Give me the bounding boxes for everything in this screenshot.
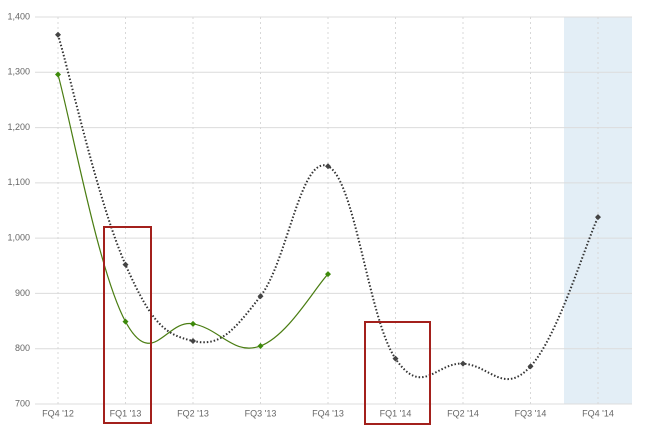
y-tick-label: 1,000	[7, 233, 30, 243]
point	[257, 293, 264, 300]
y-tick-label: 900	[15, 288, 30, 298]
x-tick-label: FQ4 '12	[42, 408, 74, 418]
point	[257, 342, 264, 349]
point	[325, 163, 331, 170]
x-tick-label: FQ3 '14	[515, 408, 547, 418]
x-tick-label: FQ3 '13	[245, 408, 277, 418]
y-tick-label: 1,100	[7, 177, 30, 187]
point	[55, 31, 61, 38]
y-tick-label: 800	[15, 343, 30, 353]
annotation-box	[103, 226, 152, 424]
series-line	[57, 74, 329, 349]
point	[190, 337, 196, 344]
point	[595, 214, 601, 221]
x-tick-label: FQ1 '14	[380, 408, 412, 418]
x-tick-label: FQ2 '13	[177, 408, 209, 418]
y-tick-label: 700	[15, 398, 30, 408]
y-tick-label: 1,200	[7, 122, 30, 132]
point	[55, 71, 61, 78]
point	[392, 355, 399, 362]
point	[190, 320, 196, 327]
x-tick-label: FQ2 '14	[447, 408, 479, 418]
x-tick-label: FQ4 '13	[312, 408, 344, 418]
x-tick-label: FQ1 '13	[110, 408, 142, 418]
point	[122, 261, 129, 268]
grid: 700 800 900 1,000 1,100 1,200 1,300 1,400 FQ4 '1…	[7, 11, 632, 418]
point	[460, 360, 466, 367]
point	[122, 318, 129, 325]
highlight-band	[564, 17, 632, 404]
y-tick-label: 1,400	[7, 11, 30, 21]
point	[325, 271, 331, 278]
y-tick-label: 1,300	[7, 67, 30, 77]
marks	[55, 31, 601, 380]
point	[527, 363, 534, 370]
annotation-box	[364, 321, 431, 425]
x-tick-label: FQ4 '14	[582, 408, 614, 418]
